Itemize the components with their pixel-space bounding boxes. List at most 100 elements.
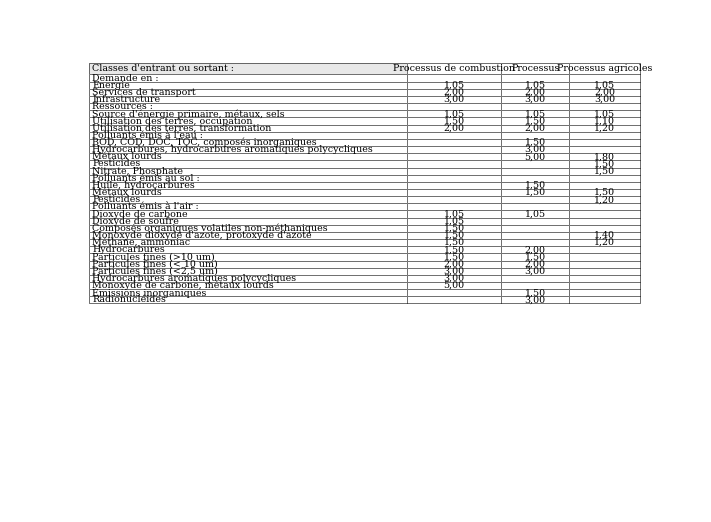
Bar	[89, 182, 407, 189]
Text: 5,00: 5,00	[525, 152, 546, 161]
Bar	[407, 189, 501, 196]
Bar	[407, 132, 501, 139]
Bar	[407, 103, 501, 110]
Bar	[501, 275, 570, 282]
Bar	[501, 296, 570, 303]
Bar	[570, 218, 640, 225]
Text: Métaux lourds: Métaux lourds	[92, 152, 162, 161]
Bar	[89, 260, 407, 268]
Bar	[501, 225, 570, 232]
Bar	[89, 168, 407, 175]
Bar	[407, 75, 501, 81]
Bar	[407, 189, 501, 196]
Text: Polluants émis à l'eau :: Polluants émis à l'eau :	[92, 131, 203, 140]
Bar	[407, 89, 501, 96]
Text: 1,40: 1,40	[594, 231, 615, 240]
Bar	[570, 64, 640, 75]
Bar	[501, 196, 570, 203]
Bar	[570, 203, 640, 210]
Bar	[570, 75, 640, 81]
Bar	[89, 246, 407, 253]
Bar	[407, 182, 501, 189]
Bar	[89, 125, 407, 132]
Bar	[407, 153, 501, 160]
Bar	[570, 289, 640, 296]
Bar	[89, 189, 407, 196]
Bar	[407, 268, 501, 275]
Bar	[89, 146, 407, 153]
Bar	[407, 75, 501, 81]
Text: Nitrate, Phosphate: Nitrate, Phosphate	[92, 167, 183, 175]
Bar	[89, 132, 407, 139]
Bar	[89, 81, 407, 89]
Bar	[407, 196, 501, 203]
Bar	[407, 275, 501, 282]
Bar	[407, 139, 501, 146]
Bar	[407, 232, 501, 239]
Text: 3,00: 3,00	[444, 267, 465, 276]
Bar	[407, 81, 501, 89]
Bar	[501, 160, 570, 168]
Text: 2,00: 2,00	[525, 245, 546, 254]
Bar	[89, 81, 407, 89]
Bar	[570, 189, 640, 196]
Bar	[570, 189, 640, 196]
Bar	[570, 182, 640, 189]
Bar	[570, 239, 640, 246]
Text: Huile, hydrocarbures: Huile, hydrocarbures	[92, 181, 195, 190]
Bar	[501, 168, 570, 175]
Bar	[89, 296, 407, 303]
Bar	[501, 189, 570, 196]
Bar	[501, 132, 570, 139]
Bar	[501, 175, 570, 182]
Bar	[501, 239, 570, 246]
Text: 1,50: 1,50	[444, 231, 465, 240]
Bar	[570, 132, 640, 139]
Text: Polluants émis au sol :: Polluants émis au sol :	[92, 174, 200, 183]
Bar	[89, 189, 407, 196]
Text: 2,00: 2,00	[525, 124, 546, 133]
Text: 1,05: 1,05	[444, 81, 465, 90]
Text: 1,05: 1,05	[525, 109, 546, 118]
Bar	[570, 125, 640, 132]
Bar	[501, 96, 570, 103]
Bar	[89, 239, 407, 246]
Bar	[407, 64, 501, 75]
Bar	[407, 103, 501, 110]
Text: 1,20: 1,20	[594, 124, 615, 133]
Text: Utilisation des terres, transformation: Utilisation des terres, transformation	[92, 124, 272, 133]
Bar	[89, 260, 407, 268]
Bar	[89, 75, 407, 81]
Text: Processus: Processus	[511, 65, 560, 74]
Bar	[89, 117, 407, 125]
Text: 1,50: 1,50	[525, 288, 546, 297]
Text: 1,50: 1,50	[525, 181, 546, 190]
Bar	[570, 81, 640, 89]
Bar	[501, 203, 570, 210]
Bar	[501, 64, 570, 75]
Text: BOD, COD, DOC, TOC, composés inorganiques: BOD, COD, DOC, TOC, composés inorganique…	[92, 138, 317, 147]
Bar	[570, 160, 640, 168]
Bar	[570, 110, 640, 117]
Bar	[407, 110, 501, 117]
Bar	[501, 260, 570, 268]
Text: 1,50: 1,50	[594, 167, 615, 175]
Bar	[570, 260, 640, 268]
Bar	[89, 96, 407, 103]
Bar	[89, 168, 407, 175]
Text: Monoxyde de carbone, métaux lourds: Monoxyde de carbone, métaux lourds	[92, 281, 274, 290]
Bar	[501, 182, 570, 189]
Bar	[501, 132, 570, 139]
Bar	[501, 246, 570, 253]
Text: 1,80: 1,80	[594, 152, 615, 161]
Bar	[501, 182, 570, 189]
Text: 3,00: 3,00	[525, 145, 546, 154]
Bar	[407, 239, 501, 246]
Bar	[570, 203, 640, 210]
Text: Utilisation des terres, occupation: Utilisation des terres, occupation	[92, 116, 252, 125]
Bar	[89, 196, 407, 203]
Bar	[570, 246, 640, 253]
Bar	[501, 210, 570, 218]
Bar	[89, 225, 407, 232]
Bar	[570, 260, 640, 268]
